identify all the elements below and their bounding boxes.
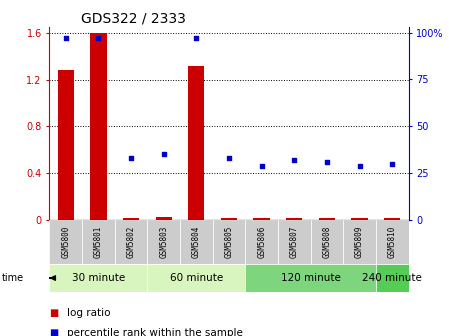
Text: GSM5804: GSM5804 bbox=[192, 226, 201, 258]
Point bbox=[128, 156, 135, 161]
Bar bbox=[147, 220, 180, 264]
Text: 60 minute: 60 minute bbox=[170, 273, 223, 283]
Text: 240 minute: 240 minute bbox=[362, 273, 422, 283]
Bar bbox=[57, 70, 74, 220]
Bar bbox=[82, 220, 114, 264]
Bar bbox=[343, 220, 376, 264]
Bar bbox=[147, 264, 245, 292]
Bar bbox=[352, 218, 368, 220]
Bar bbox=[245, 264, 376, 292]
Bar bbox=[49, 264, 147, 292]
Text: 120 minute: 120 minute bbox=[281, 273, 340, 283]
Point bbox=[323, 159, 330, 165]
Point bbox=[389, 161, 396, 167]
Point bbox=[95, 35, 102, 41]
Point bbox=[356, 163, 363, 168]
Bar bbox=[123, 218, 139, 220]
Bar bbox=[49, 220, 82, 264]
Bar bbox=[114, 220, 147, 264]
Text: time: time bbox=[2, 273, 24, 283]
Text: GSM5807: GSM5807 bbox=[290, 226, 299, 258]
Bar bbox=[311, 220, 343, 264]
Bar bbox=[90, 33, 106, 220]
Text: GSM5800: GSM5800 bbox=[61, 226, 70, 258]
Bar bbox=[376, 264, 409, 292]
Text: GSM5806: GSM5806 bbox=[257, 226, 266, 258]
Point bbox=[160, 152, 167, 157]
Bar bbox=[384, 218, 401, 220]
Point bbox=[225, 156, 233, 161]
Text: GSM5801: GSM5801 bbox=[94, 226, 103, 258]
Bar bbox=[245, 220, 278, 264]
Bar bbox=[319, 218, 335, 220]
Bar bbox=[376, 220, 409, 264]
Text: GSM5803: GSM5803 bbox=[159, 226, 168, 258]
Point bbox=[291, 157, 298, 163]
Point bbox=[62, 35, 69, 41]
Bar bbox=[221, 218, 237, 220]
Text: GSM5808: GSM5808 bbox=[322, 226, 331, 258]
Text: ■: ■ bbox=[49, 328, 59, 336]
Text: log ratio: log ratio bbox=[67, 308, 111, 318]
Point bbox=[258, 163, 265, 168]
Text: GDS322 / 2333: GDS322 / 2333 bbox=[81, 12, 186, 26]
Text: GSM5805: GSM5805 bbox=[224, 226, 233, 258]
Text: 30 minute: 30 minute bbox=[72, 273, 125, 283]
Bar bbox=[254, 218, 270, 220]
Bar bbox=[180, 220, 213, 264]
Text: GSM5810: GSM5810 bbox=[388, 226, 397, 258]
Text: percentile rank within the sample: percentile rank within the sample bbox=[67, 328, 243, 336]
Text: GSM5809: GSM5809 bbox=[355, 226, 364, 258]
Text: GSM5802: GSM5802 bbox=[127, 226, 136, 258]
Bar bbox=[213, 220, 245, 264]
Point bbox=[193, 35, 200, 41]
Bar bbox=[188, 66, 204, 220]
Text: ■: ■ bbox=[49, 308, 59, 318]
Bar bbox=[286, 218, 303, 220]
Bar bbox=[278, 220, 311, 264]
Bar bbox=[155, 217, 172, 220]
